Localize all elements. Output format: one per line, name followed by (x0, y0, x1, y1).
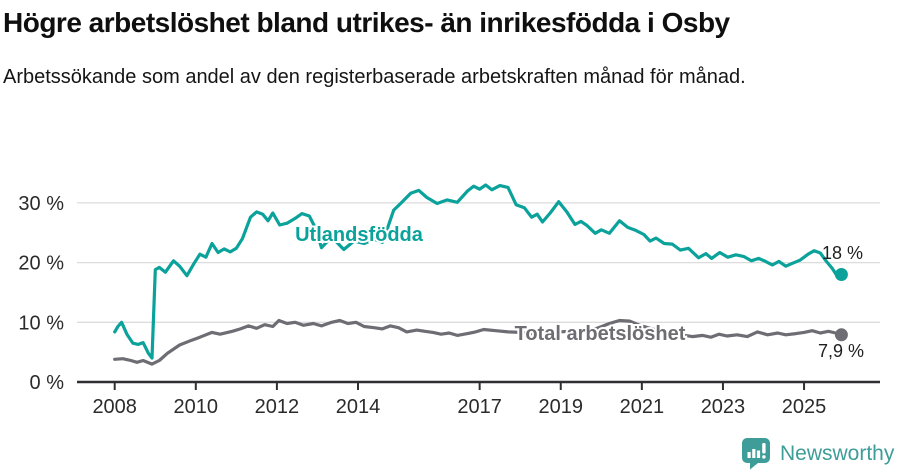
chart-subtitle: Arbetssökande som andel av den registerb… (3, 66, 746, 88)
x-tick-label: 2017 (457, 396, 502, 418)
x-tick-label: 2025 (782, 396, 827, 418)
x-tick-label: 2012 (255, 396, 300, 418)
x-tick-label: 2019 (539, 396, 584, 418)
chart-title: Högre arbetslöshet bland utrikes- än inr… (3, 7, 730, 38)
newsworthy-icon (742, 438, 770, 470)
x-tick-label: 2010 (174, 396, 219, 418)
series-end-dot-utlandsfodda (834, 268, 848, 281)
y-tick-label: 20 % (18, 253, 64, 275)
bar-chart-glyph (747, 449, 761, 458)
newsworthy-wordmark: Newsworthy (780, 441, 895, 465)
speech-bubble-shape (742, 438, 770, 470)
series-line-total (113, 318, 844, 366)
y-tick-label: 0 % (30, 372, 65, 394)
x-tick-label: 2023 (701, 396, 746, 418)
x-tick-label: 2021 (620, 396, 665, 418)
series-label-total: Total arbetslöshet (515, 323, 686, 345)
series-label-utlandsfodda: Utlandsfödda (295, 224, 424, 246)
exclamation-glyph (762, 443, 766, 459)
y-tick-label: 30 % (18, 193, 64, 215)
y-tick-label: 10 % (18, 312, 64, 334)
series-end-value-utlandsfodda: 18 % (822, 243, 863, 263)
newsworthy-logo[interactable]: Newsworthy (741, 437, 894, 470)
x-tick-label: 2014 (336, 396, 381, 418)
series-line-utlandsfodda (113, 183, 844, 360)
x-tick-label: 2008 (92, 396, 137, 418)
series-end-dot-total (834, 328, 848, 342)
series-end-value-total: 7,9 % (818, 341, 864, 361)
